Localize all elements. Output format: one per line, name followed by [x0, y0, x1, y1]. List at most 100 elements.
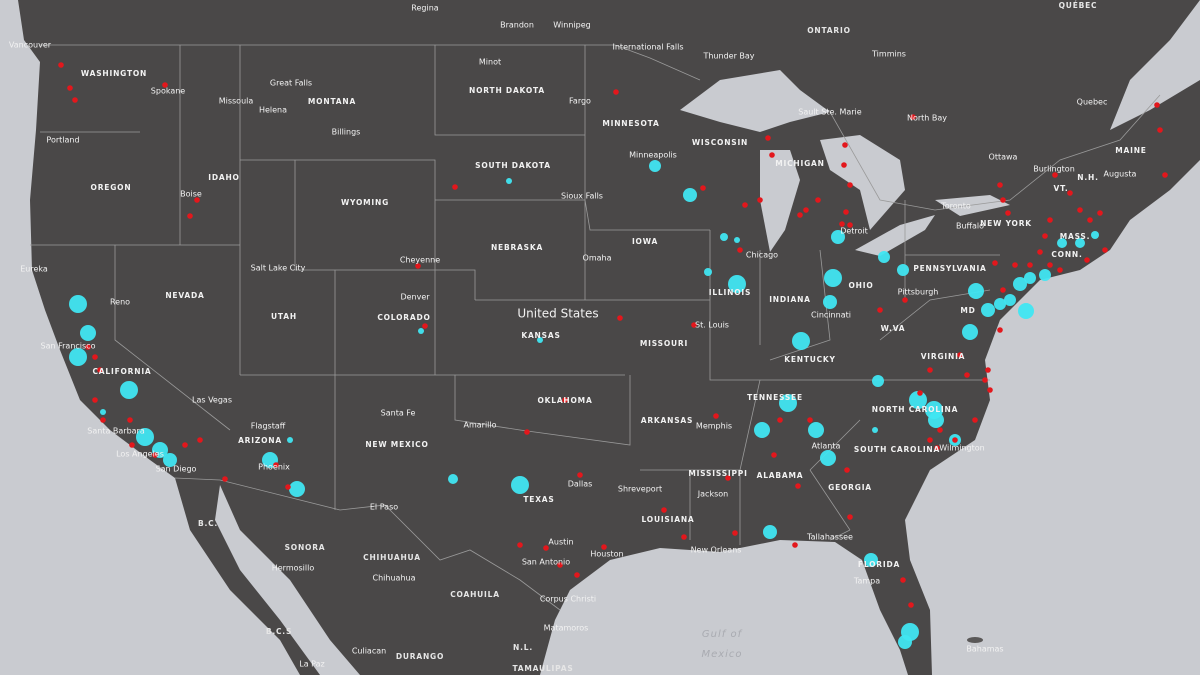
city-label: Corpus Christi	[540, 595, 596, 604]
cyan-marker	[136, 428, 154, 446]
red-marker	[617, 315, 623, 321]
state-label: MICHIGAN	[775, 159, 824, 168]
cyan-marker	[897, 264, 909, 276]
red-marker	[601, 544, 607, 550]
city-label: Santa Barbara	[87, 427, 145, 436]
city-label: Flagstaff	[251, 422, 286, 431]
city-label: Pittsburgh	[898, 288, 939, 297]
city-label: Toronto	[940, 202, 971, 211]
city-label: Wilmington	[939, 444, 984, 453]
red-marker	[908, 602, 914, 608]
state-label: MASS.	[1060, 232, 1091, 241]
red-marker	[577, 472, 583, 478]
city-label: Brandon	[500, 21, 534, 30]
red-marker	[1102, 247, 1108, 253]
red-marker	[129, 442, 135, 448]
red-marker	[1057, 267, 1063, 273]
atlantic	[905, 160, 1200, 675]
red-marker	[1077, 207, 1083, 213]
cyan-marker	[720, 233, 728, 241]
city-label: Vancouver	[9, 41, 52, 50]
red-marker	[985, 367, 991, 373]
state-label: UTAH	[271, 312, 297, 321]
red-marker	[997, 327, 1003, 333]
cyan-marker	[754, 422, 770, 438]
red-marker	[162, 82, 168, 88]
city-label: Memphis	[696, 422, 732, 431]
red-marker	[992, 260, 998, 266]
cyan-marker	[824, 269, 842, 287]
cyan-marker	[704, 268, 712, 276]
city-label: International Falls	[613, 43, 684, 52]
bahamas-island	[967, 637, 983, 643]
state-label: TENNESSEE	[747, 393, 803, 402]
red-marker	[222, 476, 228, 482]
red-marker	[771, 452, 777, 458]
state-label: WASHINGTON	[81, 69, 147, 78]
red-marker	[97, 367, 103, 373]
cyan-marker	[1091, 231, 1099, 239]
city-label: Portland	[46, 136, 79, 145]
red-marker	[194, 197, 200, 203]
red-marker	[843, 209, 849, 215]
red-marker	[847, 182, 853, 188]
city-label: Great Falls	[270, 79, 312, 88]
city-label: Reno	[110, 298, 130, 307]
lake-superior	[680, 70, 830, 132]
cyan-marker	[864, 553, 878, 567]
city-label: Tallahassee	[806, 533, 853, 542]
state-label: ARIZONA	[238, 436, 282, 445]
state-label: NEW YORK	[980, 219, 1032, 228]
red-marker	[765, 135, 771, 141]
state-label: PENNSYLVANIA	[913, 264, 986, 273]
city-label: Las Vegas	[192, 396, 232, 405]
state-label: IDAHO	[208, 173, 239, 182]
city-label: Salt Lake City	[251, 264, 306, 273]
red-marker	[273, 462, 279, 468]
city-label: Omaha	[583, 254, 612, 263]
red-marker	[987, 387, 993, 393]
cyan-marker	[1013, 277, 1027, 291]
cyan-marker	[779, 394, 797, 412]
cyan-marker	[831, 230, 845, 244]
cyan-marker	[1024, 272, 1036, 284]
cyan-marker	[100, 409, 106, 415]
red-marker	[934, 445, 940, 451]
red-marker	[777, 417, 783, 423]
cyan-marker	[734, 237, 740, 243]
city-label: Bahamas	[966, 645, 1003, 654]
red-marker	[187, 213, 193, 219]
city-label: San Diego	[156, 465, 197, 474]
cyan-marker	[1075, 238, 1085, 248]
red-marker	[1157, 127, 1163, 133]
cyan-marker	[1057, 238, 1067, 248]
cyan-marker	[962, 324, 978, 340]
red-marker	[72, 97, 78, 103]
city-label: San Antonio	[522, 558, 570, 567]
red-marker	[725, 475, 731, 481]
state-label: OHIO	[848, 281, 873, 290]
city-label: Timmins	[871, 50, 906, 59]
red-marker	[1052, 172, 1058, 178]
lake-erie	[855, 215, 935, 256]
region-label: SONORA	[285, 543, 326, 552]
state-label: NEBRASKA	[491, 243, 543, 252]
cyan-marker	[69, 295, 87, 313]
city-label: Eureka	[20, 265, 48, 274]
lake-ontario	[935, 195, 1010, 216]
red-marker	[841, 162, 847, 168]
red-marker	[1005, 210, 1011, 216]
city-label: Sioux Falls	[561, 192, 603, 201]
red-marker	[681, 534, 687, 540]
red-marker	[613, 89, 619, 95]
red-marker	[877, 307, 883, 313]
state-label: CONN.	[1051, 250, 1082, 259]
city-label: Culiacan	[352, 647, 386, 656]
cyan-marker	[994, 298, 1006, 310]
cyan-marker	[80, 325, 96, 341]
city-label: Shreveport	[618, 485, 662, 494]
state-label: W.VA	[881, 324, 906, 333]
cyan-marker	[968, 283, 984, 299]
red-marker	[422, 323, 428, 329]
state-label: IOWA	[632, 237, 658, 246]
